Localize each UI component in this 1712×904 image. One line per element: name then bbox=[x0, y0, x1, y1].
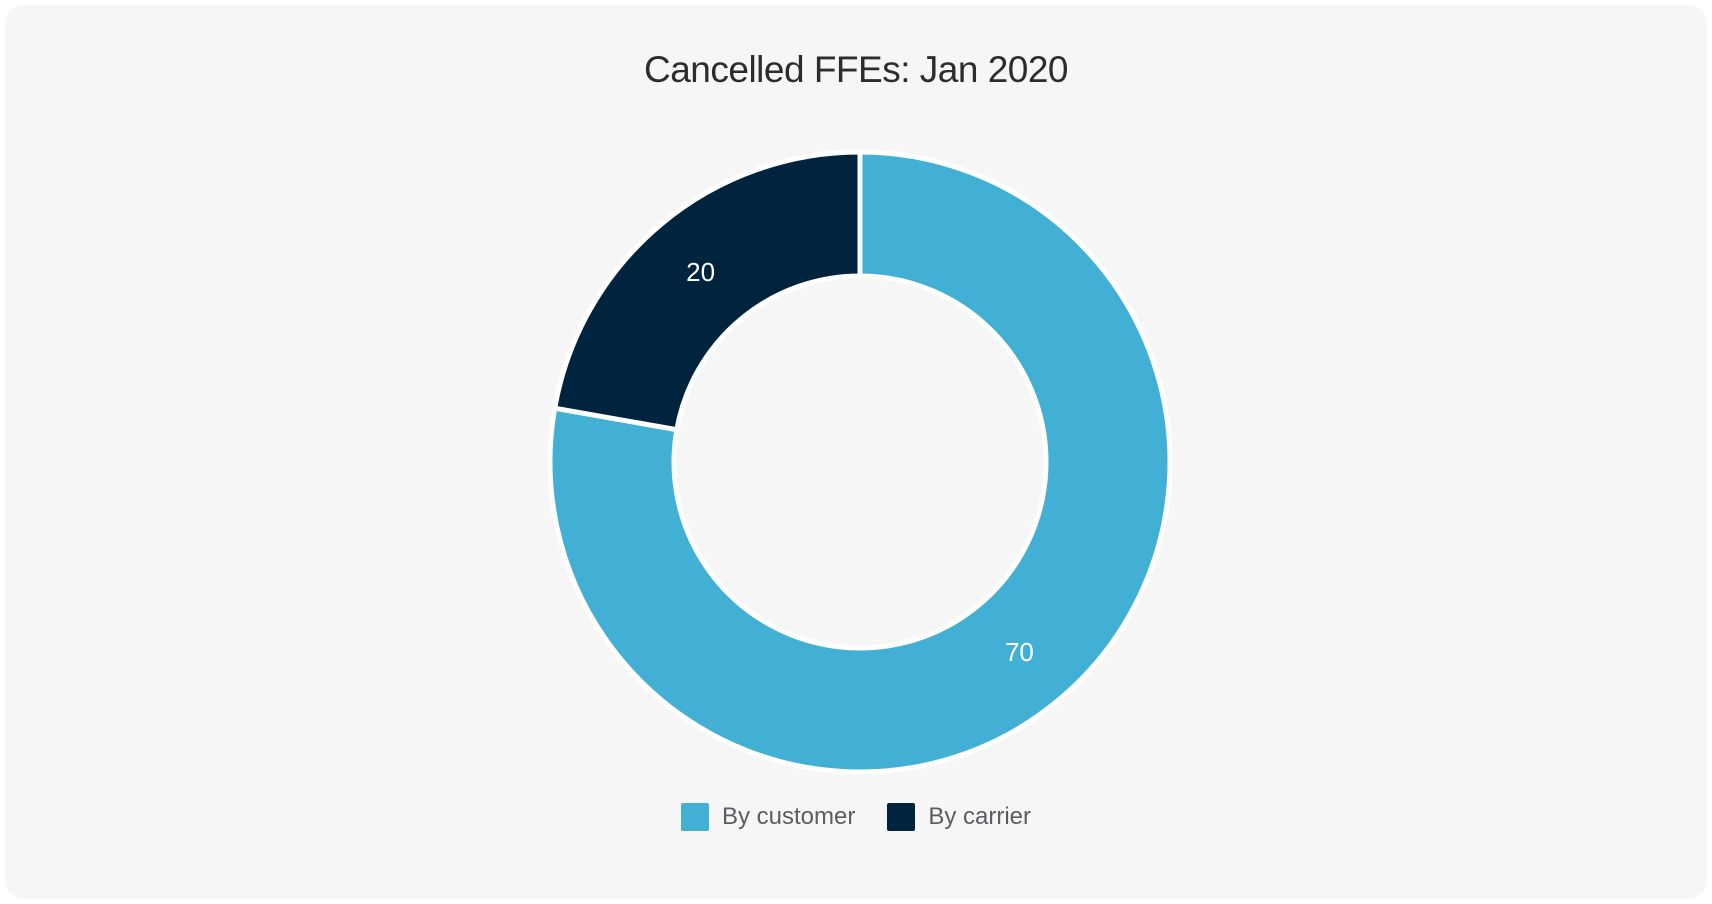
legend-label-by-carrier: By carrier bbox=[928, 803, 1032, 830]
legend-swatch-by-customer bbox=[680, 803, 709, 831]
legend-item-by-customer[interactable]: By customer bbox=[680, 803, 856, 831]
legend-label-by-customer: By customer bbox=[721, 803, 856, 830]
legend-item-by-carrier[interactable]: By carrier bbox=[887, 803, 1031, 831]
legend-swatch-by-carrier bbox=[887, 803, 916, 831]
chart-card: Cancelled FFEs: Jan 2020 70 20 By custome… bbox=[5, 5, 1707, 899]
donut-slice-by-customer[interactable] bbox=[547, 149, 1173, 775]
chart-title: Cancelled FFEs: Jan 2020 bbox=[643, 49, 1069, 90]
donut-slice-by-carrier[interactable] bbox=[552, 149, 863, 433]
legend: By customer By carrier bbox=[5, 803, 1707, 831]
